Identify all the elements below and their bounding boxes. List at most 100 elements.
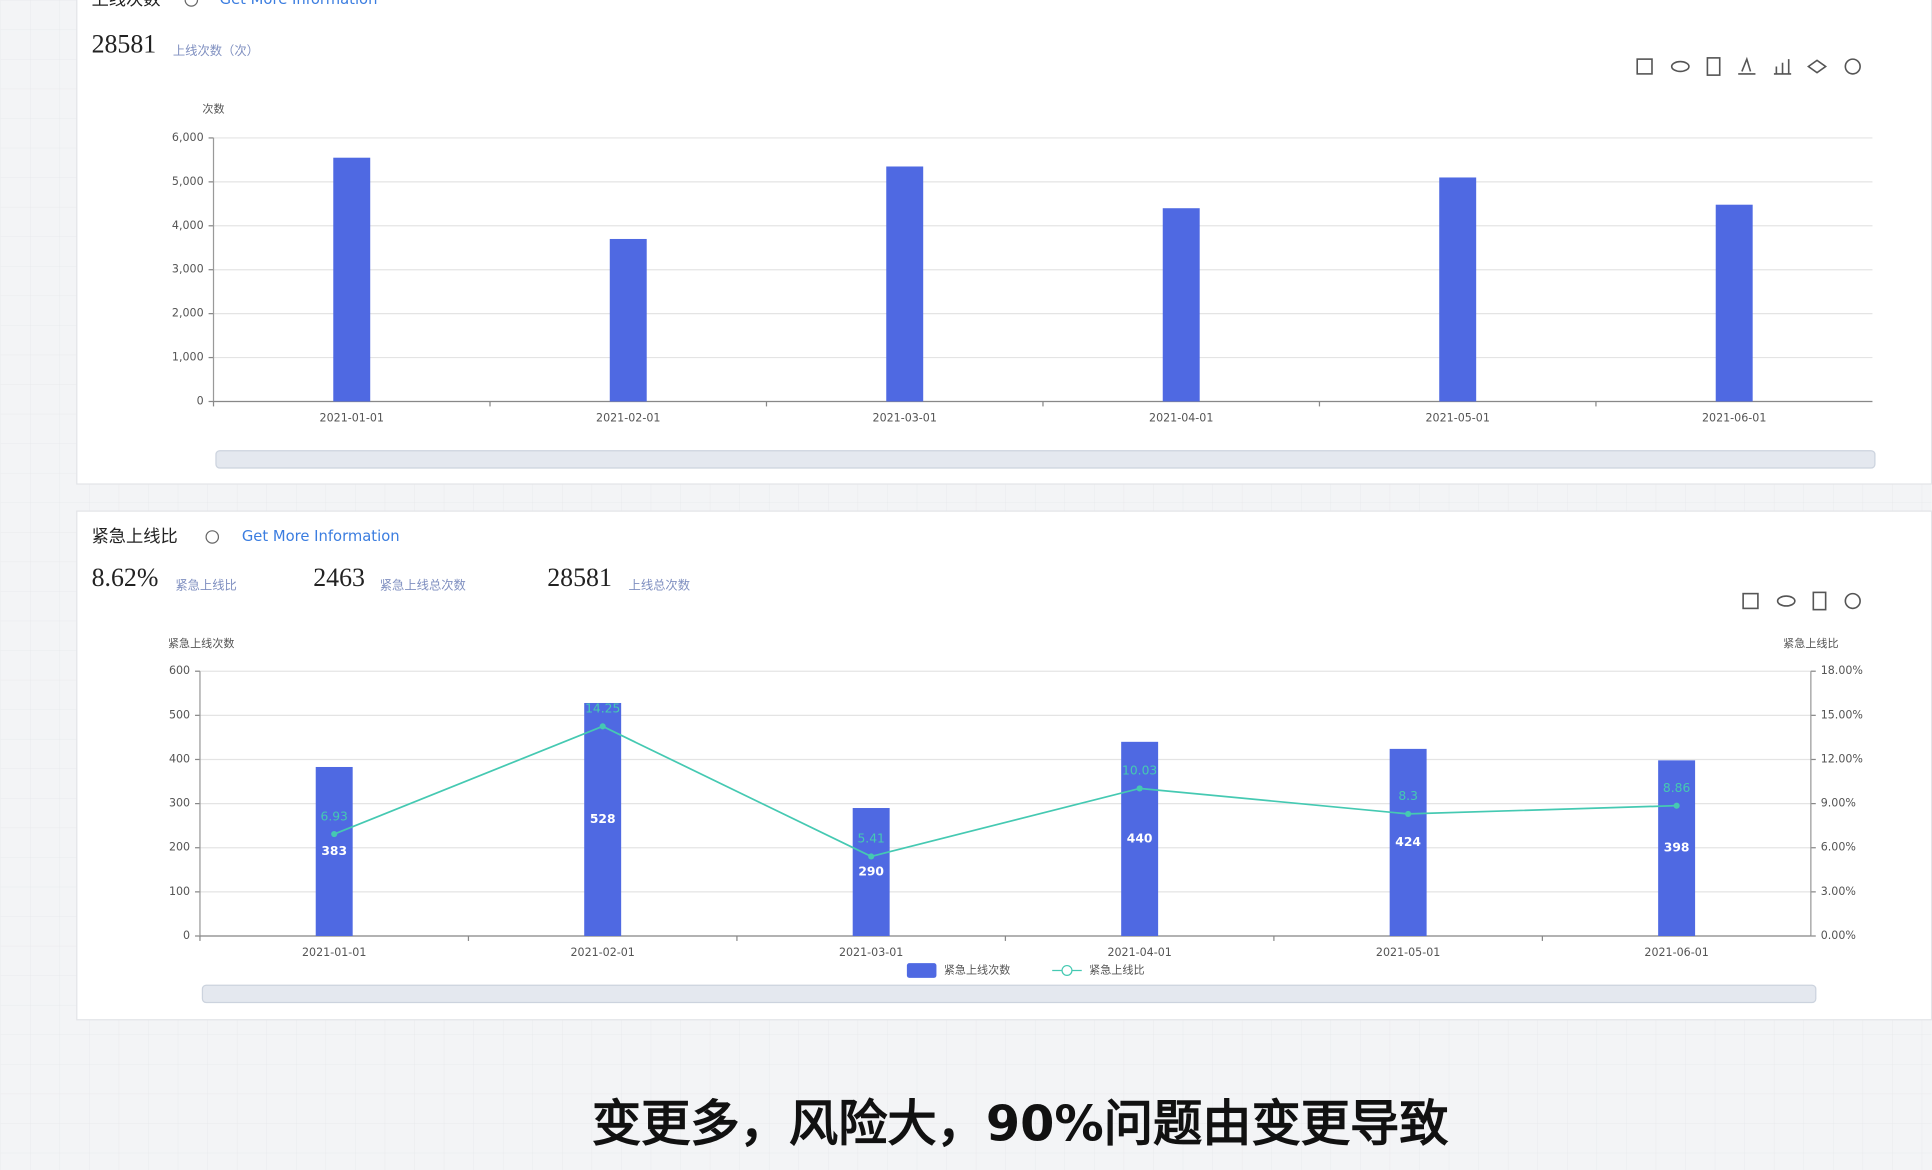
x-tick-label: 2021-01-01 bbox=[320, 412, 384, 425]
bar bbox=[852, 808, 890, 936]
y-tick-label: 0 bbox=[183, 929, 190, 942]
legend-label: 紧急上线比 bbox=[1089, 962, 1144, 976]
x-tick-label: 2021-01-01 bbox=[302, 946, 366, 959]
data-label: 6.93 bbox=[321, 809, 348, 823]
y-axis-title: 紧急上线次数 bbox=[168, 636, 234, 650]
tool-icon[interactable] bbox=[1844, 592, 1861, 610]
y-tick-label: 200 bbox=[169, 841, 190, 854]
tool-icon[interactable] bbox=[1670, 60, 1690, 73]
x-tick-label: 2021-02-01 bbox=[596, 412, 660, 425]
legend-label: 紧急上线次数 bbox=[944, 962, 1010, 976]
y2-tick-label: 3.00% bbox=[1821, 885, 1856, 898]
toolbar bbox=[1636, 56, 1861, 76]
bar bbox=[315, 766, 353, 936]
bar bbox=[333, 157, 371, 402]
bar bbox=[1162, 208, 1200, 402]
data-label: 383 bbox=[321, 844, 347, 858]
kpi-value: 8.62% bbox=[92, 563, 159, 592]
panel-title: 紧急上线比 bbox=[92, 527, 178, 547]
point bbox=[868, 853, 875, 860]
line bbox=[333, 725, 1677, 858]
x-tick-label: 2021-06-01 bbox=[1644, 946, 1708, 959]
x-tick-label: 2021-03-01 bbox=[873, 412, 937, 425]
data-label: 5.41 bbox=[857, 832, 884, 846]
point bbox=[1405, 810, 1412, 817]
legend-swatch bbox=[1061, 964, 1073, 977]
bar bbox=[584, 702, 622, 936]
y-tick-label: 300 bbox=[169, 797, 190, 810]
y2-tick-label: 6.00% bbox=[1821, 841, 1856, 854]
info-icon bbox=[205, 530, 220, 544]
y2-tick-label: 0.00% bbox=[1821, 929, 1856, 942]
y2-tick-label: 9.00% bbox=[1821, 797, 1856, 810]
kpi-label: 紧急上线比 bbox=[175, 578, 237, 593]
tool-icon[interactable] bbox=[1738, 56, 1756, 75]
tool-icon[interactable] bbox=[1812, 591, 1827, 611]
tool-icon[interactable] bbox=[1776, 595, 1796, 607]
tool-icon[interactable] bbox=[1636, 58, 1653, 75]
point bbox=[599, 723, 606, 730]
data-zoom[interactable] bbox=[201, 984, 1817, 1004]
data-label: 398 bbox=[1664, 841, 1690, 855]
x-tick-label: 2021-04-01 bbox=[1149, 412, 1213, 425]
tool-icon[interactable] bbox=[1844, 58, 1861, 75]
y2-tick-label: 15.00% bbox=[1821, 708, 1863, 721]
bar bbox=[1658, 760, 1696, 936]
kpi-value: 28581 bbox=[92, 30, 157, 59]
y-tick-label: 1,000 bbox=[172, 351, 204, 364]
kpi-value: 28581 bbox=[547, 563, 612, 592]
y-axis-title: 次数 bbox=[202, 102, 224, 116]
data-label: 424 bbox=[1395, 835, 1421, 849]
info-icon bbox=[184, 0, 199, 7]
data-label: 14.25 bbox=[585, 702, 620, 716]
x-tick-label: 2021-06-01 bbox=[1702, 412, 1766, 425]
y2-tick-label: 12.00% bbox=[1821, 752, 1863, 765]
card bbox=[76, 0, 1932, 485]
data-label: 528 bbox=[590, 812, 616, 826]
link[interactable]: Get More Information bbox=[242, 528, 400, 545]
link[interactable]: Get More Information bbox=[220, 0, 378, 8]
data-label: 440 bbox=[1127, 831, 1153, 845]
tool-icon[interactable] bbox=[1742, 592, 1759, 610]
point bbox=[1136, 785, 1143, 792]
y-tick-label: 600 bbox=[169, 664, 190, 677]
y-tick-label: 6,000 bbox=[172, 131, 204, 144]
toolbar bbox=[1742, 591, 1861, 611]
x-tick-label: 2021-03-01 bbox=[839, 946, 903, 959]
y2-axis-title: 紧急上线比 bbox=[1783, 636, 1838, 650]
x-tick-label: 2021-04-01 bbox=[1107, 946, 1171, 959]
kpi-label: 上线总次数 bbox=[629, 578, 690, 593]
bar bbox=[1439, 177, 1477, 402]
data-label: 8.86 bbox=[1663, 781, 1691, 795]
y2-tick-label: 18.00% bbox=[1821, 664, 1863, 677]
y-tick-label: 5,000 bbox=[172, 175, 204, 188]
tool-icon[interactable] bbox=[1773, 59, 1792, 75]
data-label: 10.03 bbox=[1122, 764, 1157, 778]
y-tick-label: 4,000 bbox=[172, 219, 204, 232]
legend-swatch bbox=[906, 963, 937, 978]
tool-icon[interactable] bbox=[1706, 57, 1721, 76]
bar bbox=[609, 238, 647, 402]
y-tick-label: 2,000 bbox=[172, 307, 204, 320]
y-tick-label: 100 bbox=[169, 885, 190, 898]
bar bbox=[1121, 741, 1159, 936]
caption: 变更多，风险大，90%问题由变更导致 bbox=[592, 1094, 1449, 1152]
kpi-value: 2463 bbox=[313, 563, 365, 592]
y-tick-label: 0 bbox=[197, 394, 204, 407]
y-tick-label: 3,000 bbox=[172, 263, 204, 276]
data-zoom[interactable] bbox=[215, 450, 1876, 469]
y-tick-label: 400 bbox=[169, 752, 190, 765]
bar bbox=[886, 166, 924, 402]
kpi-label: 上线次数（次） bbox=[173, 43, 259, 58]
tool-icon[interactable] bbox=[1807, 59, 1828, 74]
y-tick-label: 500 bbox=[169, 708, 190, 721]
data-label: 290 bbox=[858, 865, 884, 879]
x-tick-label: 2021-05-01 bbox=[1426, 412, 1490, 425]
point bbox=[331, 830, 338, 838]
x-tick-label: 2021-05-01 bbox=[1376, 946, 1440, 959]
x-tick-label: 2021-02-01 bbox=[570, 946, 634, 959]
point bbox=[1673, 802, 1680, 809]
bar bbox=[1389, 748, 1427, 936]
